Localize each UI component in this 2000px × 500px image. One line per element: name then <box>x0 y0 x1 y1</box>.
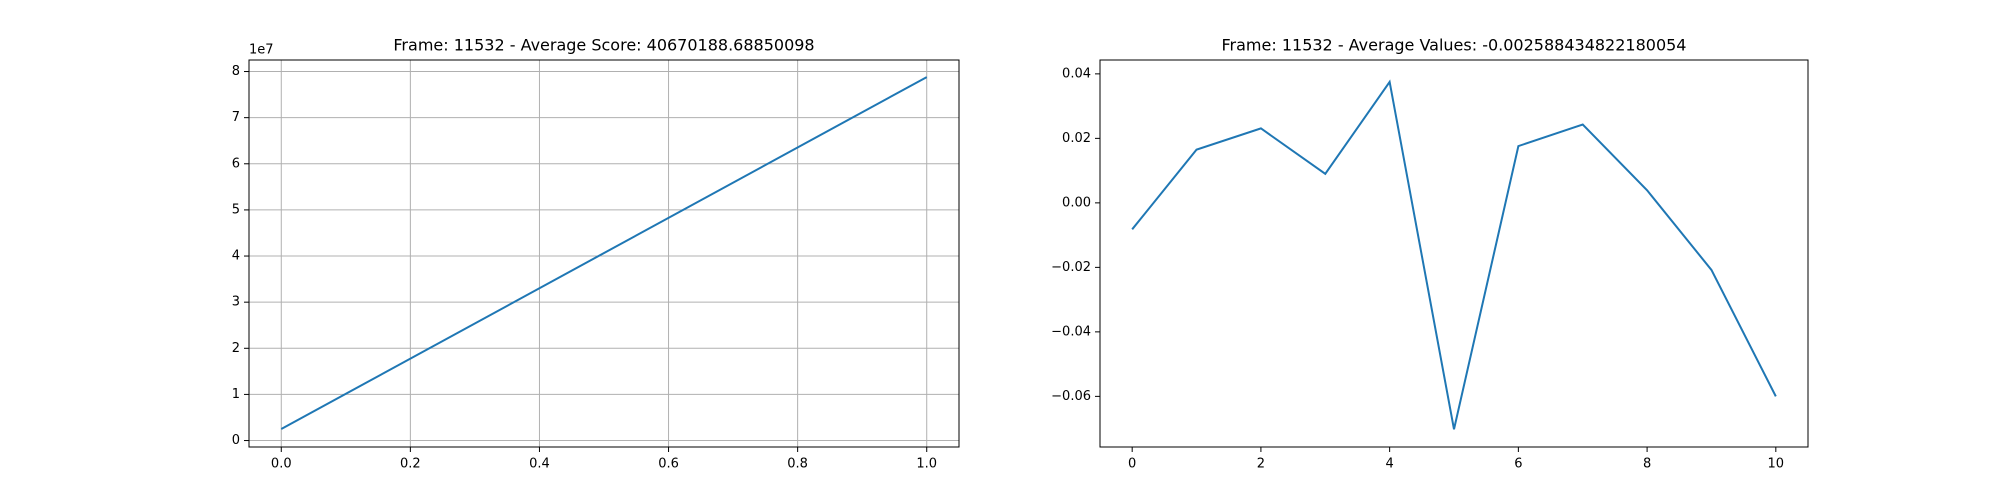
x-tick-label: 0.8 <box>787 457 808 472</box>
y-tick-label: −0.02 <box>1051 260 1091 275</box>
y-tick-label: 2 <box>232 341 240 356</box>
y-tick-label: 5 <box>232 202 240 217</box>
data-line <box>280 76 928 430</box>
y-tick-label: −0.04 <box>1051 324 1091 339</box>
y-tick-label: 6 <box>232 156 240 171</box>
x-tick-label: 10 <box>1768 457 1785 472</box>
y-tick-label: 0 <box>232 433 240 448</box>
y-tick-label: −0.06 <box>1051 389 1091 404</box>
y-tick-label: 8 <box>232 64 240 79</box>
x-tick-label: 0.6 <box>658 457 679 472</box>
x-tick-label: 0.4 <box>529 457 550 472</box>
chart-title: Frame: 11532 - Average Values: -0.002588… <box>1222 36 1687 55</box>
chart-title: Frame: 11532 - Average Score: 40670188.6… <box>393 36 814 55</box>
x-tick-label: 8 <box>1643 457 1651 472</box>
y-tick-label: 0.00 <box>1062 195 1091 210</box>
y-tick-label: 3 <box>232 295 240 310</box>
x-tick-label: 1.0 <box>916 457 937 472</box>
x-tick-label: 0 <box>1128 457 1136 472</box>
y-tick-label: 7 <box>232 110 240 125</box>
y-tick-label: 1 <box>232 387 240 402</box>
y-tick-label: 4 <box>232 249 240 264</box>
x-tick-label: 0.2 <box>400 457 421 472</box>
x-tick-label: 4 <box>1385 457 1393 472</box>
y-offset-label: 1e7 <box>249 43 274 58</box>
y-tick-label: 0.04 <box>1062 66 1091 81</box>
x-tick-label: 6 <box>1514 457 1522 472</box>
axes-frame <box>1099 59 1809 448</box>
x-tick-label: 0.0 <box>271 457 292 472</box>
data-line <box>1131 79 1777 430</box>
x-tick-label: 2 <box>1257 457 1265 472</box>
axes-frame <box>248 59 960 448</box>
y-tick-label: 0.02 <box>1062 131 1091 146</box>
